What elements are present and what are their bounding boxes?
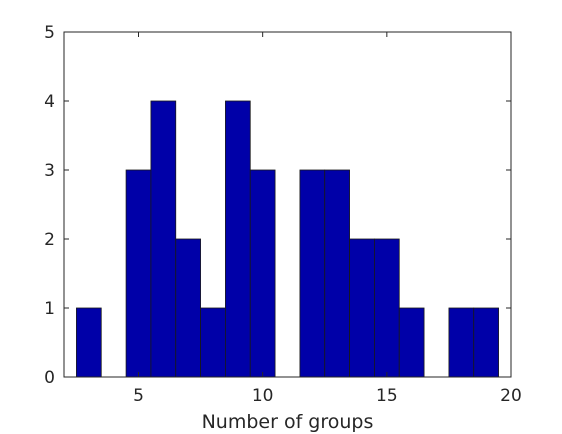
histogram-bar <box>398 307 425 378</box>
bars-group <box>76 100 499 378</box>
x-tick-label: 15 <box>376 386 398 406</box>
x-tick-label: 20 <box>500 386 522 406</box>
histogram-bar <box>374 238 400 378</box>
x-tick-label: 10 <box>252 386 274 406</box>
histogram-bar <box>324 169 350 378</box>
histogram-bar <box>225 100 251 378</box>
histogram-bar <box>299 169 326 378</box>
y-tick-label: 3 <box>44 161 55 181</box>
y-tick-label: 0 <box>44 368 55 388</box>
x-axis-title: Number of groups <box>202 411 374 433</box>
histogram-bar <box>125 169 152 378</box>
tick-labels-group: 5 10 15 20 0 1 2 3 4 5 <box>44 23 522 406</box>
histogram-bar <box>150 100 177 378</box>
histogram-bar <box>200 307 226 378</box>
histogram-bar <box>473 307 499 378</box>
histogram-bar <box>448 307 475 378</box>
histogram-bar <box>76 307 102 378</box>
ticks-group <box>64 31 512 378</box>
histogram-bar <box>249 169 276 378</box>
histogram-bar <box>175 238 201 378</box>
y-tick-label: 4 <box>44 92 55 112</box>
x-tick-label: 5 <box>133 386 144 406</box>
y-tick-label: 1 <box>44 299 55 319</box>
histogram-bar <box>349 238 375 378</box>
y-tick-label: 2 <box>44 230 55 250</box>
y-tick-label: 5 <box>44 23 55 43</box>
plot-frame <box>63 31 512 378</box>
